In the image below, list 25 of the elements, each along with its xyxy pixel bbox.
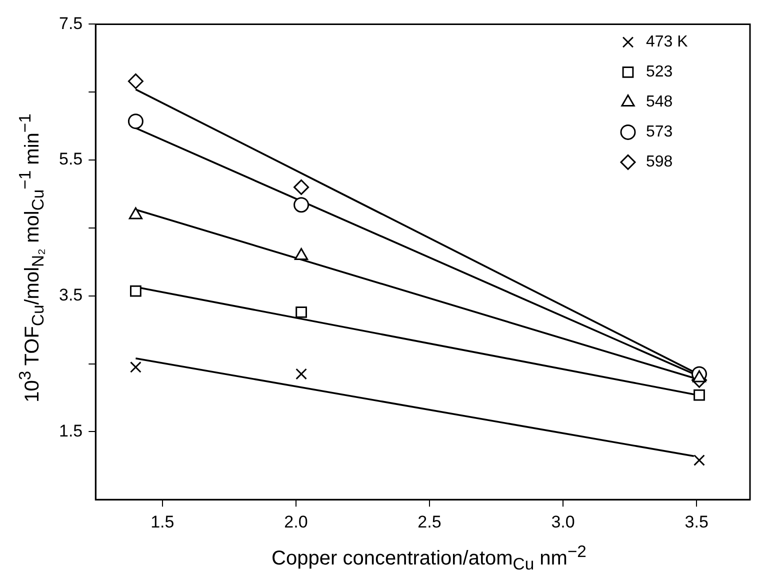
point xyxy=(294,248,308,260)
x-tick-label: 2.0 xyxy=(284,512,308,532)
legend-label: 473 K xyxy=(646,34,688,51)
point xyxy=(294,197,310,213)
point xyxy=(128,74,144,89)
x-axis-title: Copper concentration/atom$_{Cu}$ nm$^{−2}$ xyxy=(270,542,588,575)
point xyxy=(294,179,310,195)
legend-label: 573 xyxy=(646,124,673,141)
y-tick-label: 3.5 xyxy=(58,286,83,305)
point xyxy=(296,368,307,380)
x-tick-label: 3.0 xyxy=(551,512,575,532)
y-tick-label: 5.5 xyxy=(58,150,83,169)
point xyxy=(128,114,144,130)
point xyxy=(130,361,142,373)
y-tick-label: 7.5 xyxy=(58,14,83,33)
x-tick-label: 3.5 xyxy=(684,512,708,532)
legend-label: 548 xyxy=(646,94,673,111)
legend-label: 598 xyxy=(646,154,673,171)
point xyxy=(296,306,307,318)
x-tick-label: 1.5 xyxy=(150,512,174,532)
y-tick-label: 1.5 xyxy=(58,421,83,440)
point xyxy=(694,389,705,401)
x-tick-label: 2.5 xyxy=(418,512,442,532)
legend-label: 523 xyxy=(646,64,673,81)
point xyxy=(130,285,142,297)
